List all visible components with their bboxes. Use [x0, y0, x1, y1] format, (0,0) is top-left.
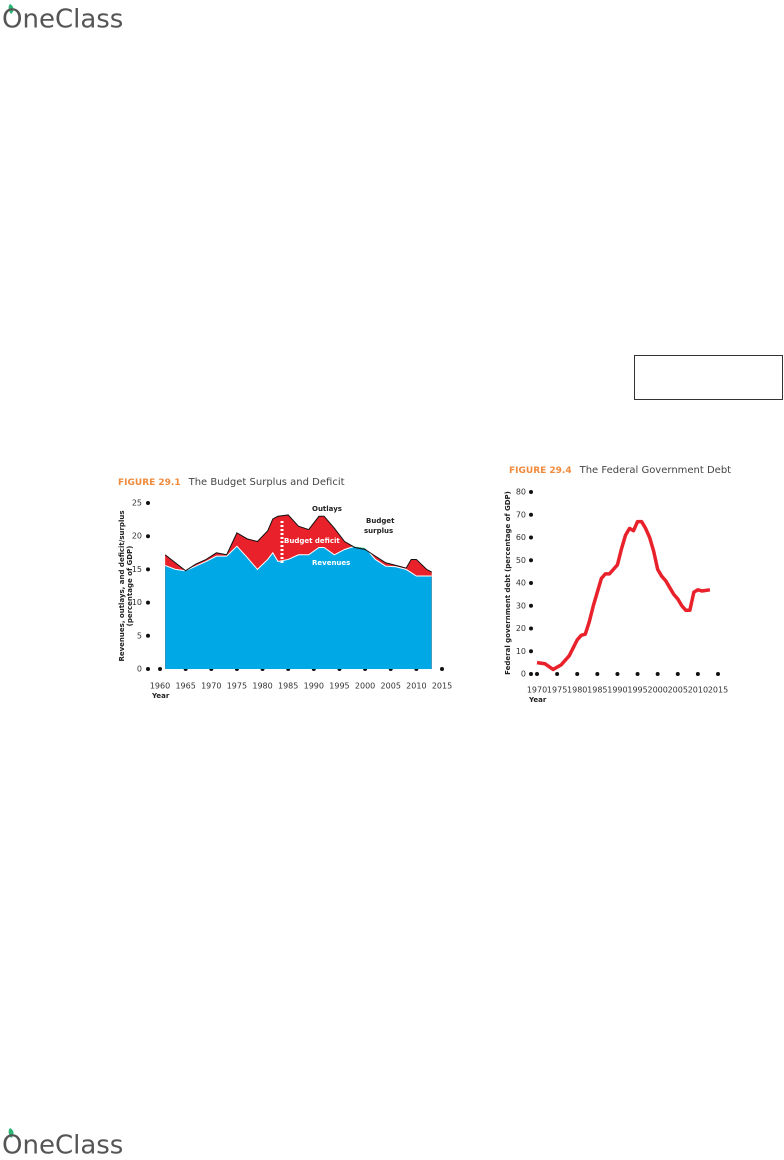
x-tick-dot — [635, 672, 640, 676]
x-tick-label: 1985 — [587, 686, 607, 695]
x-axis-label: Year — [528, 696, 547, 704]
logo-top: OneClass — [2, 4, 123, 35]
y-tick-label: 80 — [516, 488, 526, 497]
figure-name: The Federal Government Debt — [579, 465, 732, 476]
x-tick-label: 1995 — [627, 686, 647, 695]
y-tick-label: 20 — [132, 532, 142, 541]
y-tick-dot — [529, 558, 533, 563]
y-tick-dot — [529, 490, 533, 494]
y-tick-dot — [529, 626, 533, 631]
y-tick-label: 15 — [132, 565, 142, 574]
x-tick-label: 1975 — [227, 682, 247, 691]
x-axis-label: Year — [151, 692, 170, 700]
y-tick-dot — [146, 534, 150, 539]
y-tick-label: 0 — [521, 670, 526, 679]
x-tick-label: 1960 — [150, 682, 170, 691]
revenues-area — [165, 546, 432, 669]
y-tick-dot — [146, 501, 150, 505]
x-tick-label: 2010 — [688, 686, 708, 695]
x-tick-label: 1980 — [252, 682, 272, 691]
x-tick-dot — [716, 672, 720, 676]
x-tick-dot — [535, 672, 539, 676]
outlays-line — [164, 514, 432, 573]
logo-text: OneClass — [2, 1131, 123, 1160]
x-tick-dot — [595, 672, 600, 676]
y-tick-label: 50 — [516, 556, 526, 565]
revenues-line — [164, 545, 432, 577]
y-tick-label: 0 — [137, 665, 142, 674]
x-tick-label: 2005 — [668, 686, 688, 695]
y-tick-dot — [146, 667, 150, 671]
figure-label: FIGURE 29.1 — [118, 478, 181, 488]
annotation: surplus — [364, 527, 393, 535]
x-tick-label: 2000 — [355, 682, 375, 691]
x-tick-label: 2005 — [381, 682, 401, 691]
y-tick-dot — [529, 512, 533, 517]
y-tick-label: 10 — [516, 647, 526, 656]
y-tick-dot — [529, 649, 533, 654]
y-tick-dot — [146, 633, 150, 638]
x-tick-label: 1985 — [278, 682, 298, 691]
figure-title: FIGURE 29.4 The Federal Government Debt — [509, 465, 731, 476]
x-tick-dot — [158, 667, 162, 671]
y-tick-label: 70 — [516, 510, 526, 519]
y-tick-label: 30 — [516, 601, 526, 610]
y-tick-dot — [529, 603, 533, 608]
y-tick-dot — [529, 535, 533, 540]
x-tick-dot — [440, 667, 444, 671]
annotation: Revenues — [312, 559, 350, 567]
x-tick-label: 2015 — [708, 686, 728, 695]
x-tick-label: 1990 — [304, 682, 324, 691]
y-tick-label: 10 — [132, 598, 142, 607]
y-axis-label: (percentage of GDP) — [126, 546, 134, 627]
logo-bottom: OneClass — [2, 1128, 123, 1160]
y-tick-label: 25 — [132, 499, 142, 508]
x-tick-label: 1965 — [175, 682, 195, 691]
x-tick-dot — [675, 672, 680, 676]
x-tick-label: 1975 — [547, 686, 567, 695]
y-tick-label: 5 — [137, 631, 142, 640]
figure-label: FIGURE 29.4 — [509, 466, 572, 476]
annotation: Budget deficit — [284, 537, 340, 545]
annotation: Outlays — [312, 505, 342, 513]
y-tick-dot — [146, 567, 150, 572]
x-tick-dot — [615, 672, 620, 676]
logo-text: OneClass — [2, 5, 123, 35]
x-tick-label: 2010 — [406, 682, 426, 691]
y-tick-label: 60 — [516, 533, 526, 542]
x-tick-label: 1970 — [201, 682, 221, 691]
y-tick-dot — [146, 600, 150, 605]
figure-title: FIGURE 29.1 The Budget Surplus and Defici… — [118, 477, 345, 488]
x-tick-dot — [555, 672, 560, 676]
x-tick-dot — [655, 672, 660, 676]
x-tick-label: 1995 — [329, 682, 349, 691]
y-tick-dot — [529, 672, 533, 676]
logo-leaf — [8, 4, 14, 14]
x-tick-label: 1980 — [567, 686, 587, 695]
x-tick-label: 1990 — [607, 686, 627, 695]
x-tick-dot — [575, 672, 580, 676]
y-tick-label: 40 — [516, 579, 526, 588]
x-tick-label: 2015 — [432, 682, 452, 691]
box — [634, 355, 783, 400]
debt-line — [536, 519, 711, 672]
y-axis-label: Revenues, outlays, and deficit/surplus — [118, 510, 126, 661]
x-tick-dot — [695, 672, 700, 676]
logo-leaf — [8, 1128, 14, 1138]
figure-name: The Budget Surplus and Deficit — [188, 477, 345, 488]
y-tick-label: 20 — [516, 624, 526, 633]
y-tick-dot — [529, 581, 533, 585]
annotation: Budget — [366, 517, 395, 525]
x-tick-label: 2000 — [647, 686, 667, 695]
x-tick-label: 1970 — [527, 686, 547, 695]
y-axis-label: Federal government debt (percentage of G… — [504, 491, 512, 675]
